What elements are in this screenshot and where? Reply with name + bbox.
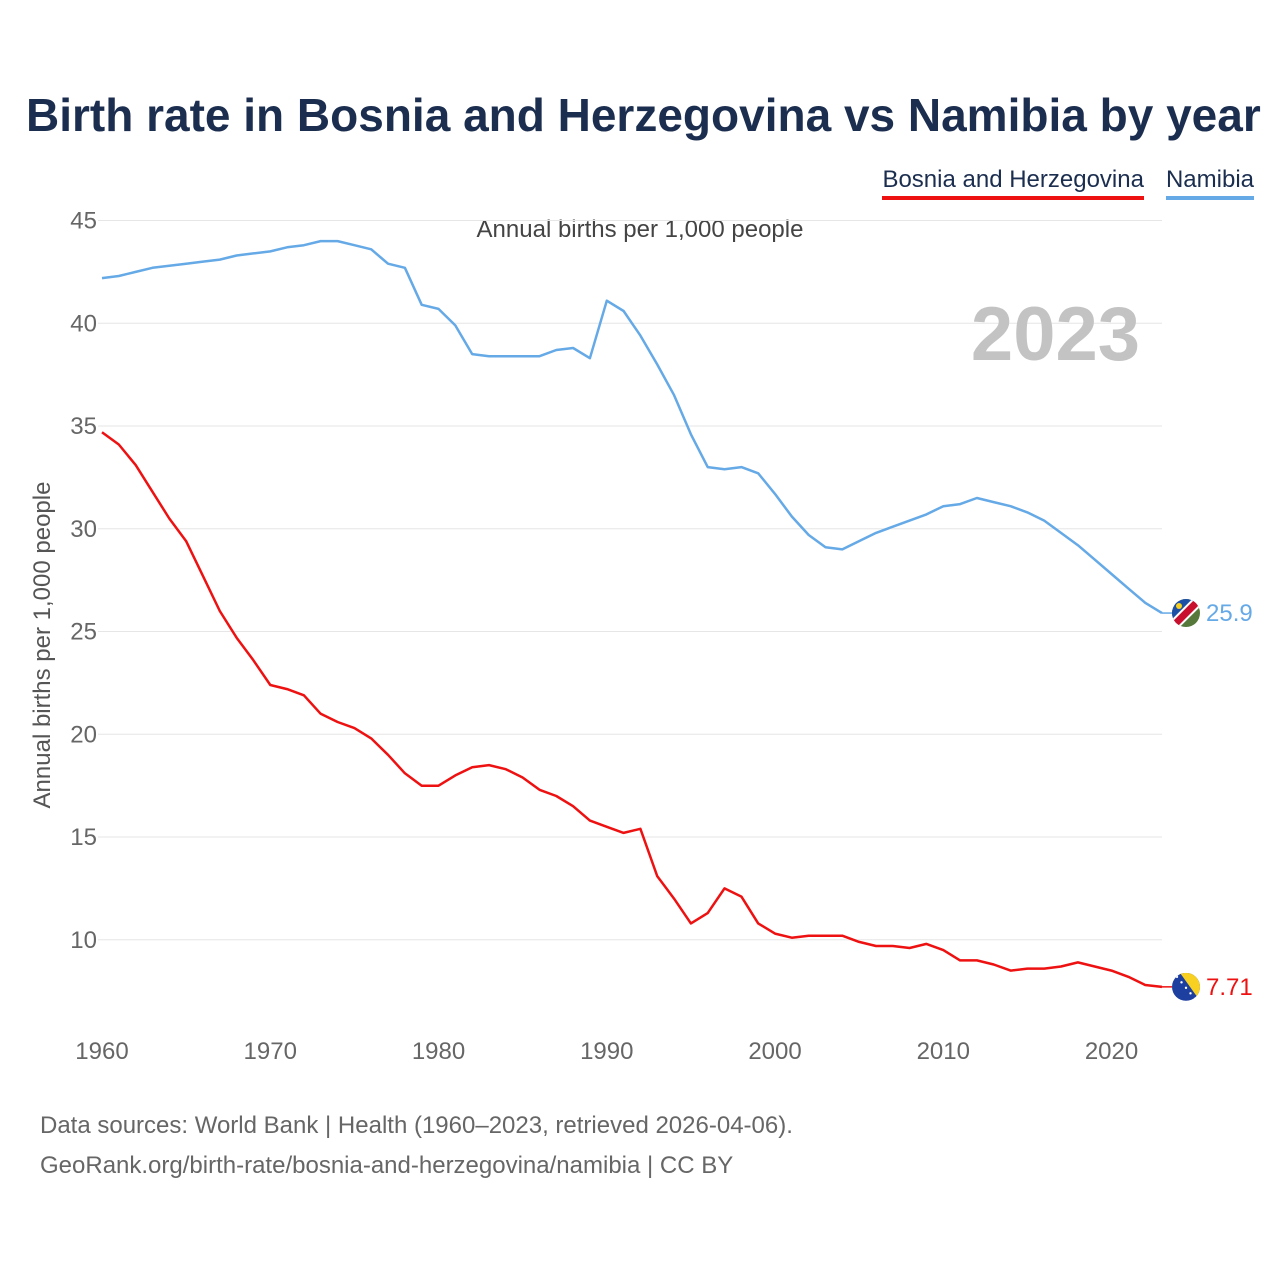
legend-item-bosnia[interactable]: Bosnia and Herzegovina bbox=[882, 166, 1144, 200]
x-tick-label-1970: 1970 bbox=[244, 1038, 297, 1065]
y-tick-label-10: 10 bbox=[70, 927, 97, 954]
y-tick-label-35: 35 bbox=[70, 413, 97, 440]
series bbox=[101, 239, 1163, 989]
flag-star bbox=[1175, 975, 1179, 979]
flag-sun bbox=[1176, 603, 1182, 610]
flag-body-bosnia bbox=[1172, 972, 1200, 1001]
y-tick-label-30: 30 bbox=[70, 516, 97, 543]
flag-star bbox=[1180, 981, 1183, 984]
legend: Bosnia and Herzegovina Namibia bbox=[882, 166, 1254, 200]
chart-title: Birth rate in Bosnia and Herzegovina vs … bbox=[26, 89, 1261, 141]
y-tick-label-15: 15 bbox=[70, 824, 97, 851]
x-tick-label-2000: 2000 bbox=[748, 1038, 801, 1065]
y-tick-label-20: 20 bbox=[70, 721, 97, 748]
flag-star bbox=[1193, 997, 1197, 1001]
y-axis-ticks: 10 15 20 25 30 35 40 45 bbox=[70, 208, 97, 954]
y-tick-label-25: 25 bbox=[70, 619, 97, 646]
x-tick-label-2020: 2020 bbox=[1085, 1038, 1138, 1065]
source-url[interactable]: GeoRank.org/birth-rate/bosnia-and-herzeg… bbox=[40, 1152, 734, 1179]
data-source-note: Data sources: World Bank | Health (1960–… bbox=[40, 1112, 793, 1139]
x-axis-ticks: 1960 1970 1980 1990 2000 2010 2020 bbox=[75, 1038, 1138, 1065]
x-tick-label-1980: 1980 bbox=[412, 1038, 465, 1065]
flag-triangle bbox=[1180, 972, 1200, 1001]
end-markers: 7.71 25.9 bbox=[1162, 599, 1253, 1001]
flag-body-namibia bbox=[1172, 599, 1200, 628]
y-axis-title: Annual births per 1,000 people bbox=[29, 482, 56, 809]
flag-star bbox=[1189, 992, 1192, 995]
x-tick-label-1990: 1990 bbox=[580, 1038, 633, 1065]
year-badge: 2023 bbox=[971, 292, 1140, 377]
gridlines bbox=[98, 220, 1162, 941]
x-tick-label-2010: 2010 bbox=[917, 1038, 970, 1065]
series-line-bosnia bbox=[101, 431, 1163, 989]
footer: Data sources: World Bank | Health (1960–… bbox=[40, 1106, 793, 1186]
series-line-namibia bbox=[101, 239, 1163, 615]
flag-icon-bosnia bbox=[1172, 972, 1200, 1001]
x-tick-label-1960: 1960 bbox=[75, 1038, 128, 1065]
y-tick-label-45: 45 bbox=[70, 208, 97, 235]
end-value-label-bosnia: 7.71 bbox=[1206, 974, 1253, 1001]
y-tick-label-40: 40 bbox=[70, 310, 97, 337]
legend-item-namibia[interactable]: Namibia bbox=[1165, 166, 1254, 200]
end-value-label-namibia: 25.9 bbox=[1206, 600, 1253, 627]
flag-icon-namibia bbox=[1172, 599, 1200, 628]
flag-star bbox=[1184, 986, 1188, 990]
